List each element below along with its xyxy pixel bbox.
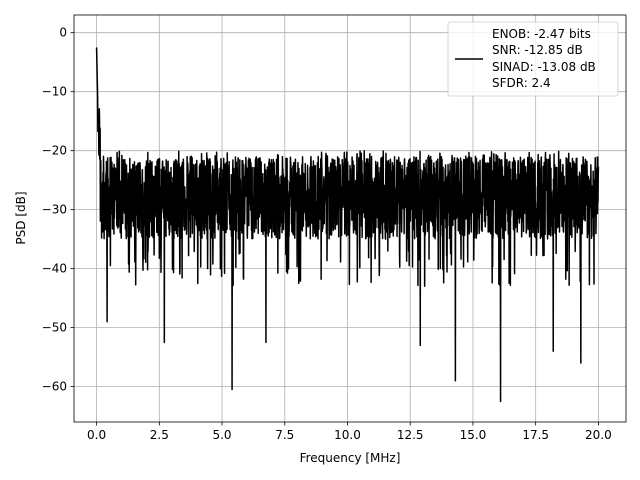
x-tick-label: 17.5 xyxy=(522,428,549,442)
psd-series-line xyxy=(95,47,600,403)
x-axis-label: Frequency [MHz] xyxy=(300,451,401,465)
legend: ENOB: -2.47 bits SNR: -12.85 dB SINAD: -… xyxy=(447,21,619,97)
y-tick-label: −10 xyxy=(42,85,67,99)
legend-line-snr: SNR: -12.85 dB xyxy=(492,43,583,57)
legend-box xyxy=(447,21,619,97)
y-tick-label: −40 xyxy=(42,262,67,276)
x-axis-ticks: 0.0 2.5 5.0 7.5 10.0 12.5 15.0 17.5 20.0 xyxy=(87,422,612,442)
legend-line-sinad: SINAD: -13.08 dB xyxy=(492,60,596,74)
y-tick-label: 0 xyxy=(59,26,67,40)
x-tick-label: 12.5 xyxy=(397,428,424,442)
legend-line-sfdr: SFDR: 2.4 xyxy=(492,76,551,90)
x-tick-label: 0.0 xyxy=(87,428,106,442)
x-tick-label: 5.0 xyxy=(212,428,231,442)
y-axis-ticks: 0 −10 −20 −30 −40 −50 −60 xyxy=(42,26,74,394)
y-tick-label: −50 xyxy=(42,321,67,335)
axes-frame xyxy=(73,14,627,423)
x-tick-label: 10.0 xyxy=(334,428,361,442)
y-tick-label: −60 xyxy=(42,380,67,394)
legend-line-enob: ENOB: -2.47 bits xyxy=(492,27,591,41)
x-tick-label: 2.5 xyxy=(150,428,169,442)
y-tick-label: −30 xyxy=(42,203,67,217)
plot-area xyxy=(95,47,600,403)
y-axis-label: PSD [dB] xyxy=(14,191,28,244)
y-tick-label: −20 xyxy=(42,144,67,158)
x-tick-label: 15.0 xyxy=(460,428,487,442)
x-tick-label: 20.0 xyxy=(585,428,612,442)
x-tick-label: 7.5 xyxy=(275,428,294,442)
